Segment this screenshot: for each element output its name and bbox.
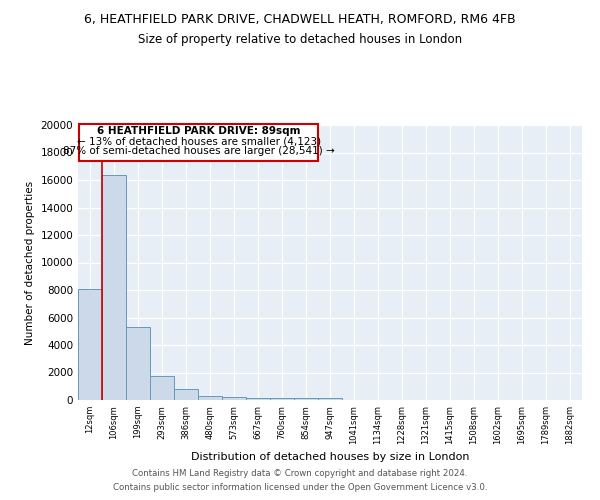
Bar (126, 327, 150, 400)
Text: ← 13% of detached houses are smaller (4,123): ← 13% of detached houses are smaller (4,… (77, 136, 320, 146)
Bar (102, 174, 126, 400)
Bar (246, 398, 270, 400)
Text: 6 HEATHFIELD PARK DRIVE: 89sqm: 6 HEATHFIELD PARK DRIVE: 89sqm (97, 126, 301, 136)
Bar (78, 290, 102, 400)
Bar (150, 376, 174, 400)
Y-axis label: Number of detached properties: Number of detached properties (25, 180, 35, 344)
Bar (174, 390, 198, 400)
Bar (318, 398, 342, 400)
Text: 6, HEATHFIELD PARK DRIVE, CHADWELL HEATH, ROMFORD, RM6 4FB: 6, HEATHFIELD PARK DRIVE, CHADWELL HEATH… (84, 12, 516, 26)
Text: Contains HM Land Registry data © Crown copyright and database right 2024.: Contains HM Land Registry data © Crown c… (132, 468, 468, 477)
Bar (294, 398, 318, 400)
Text: Size of property relative to detached houses in London: Size of property relative to detached ho… (138, 32, 462, 46)
Text: Contains public sector information licensed under the Open Government Licence v3: Contains public sector information licen… (113, 484, 487, 492)
FancyBboxPatch shape (79, 124, 318, 161)
Bar (198, 396, 222, 400)
X-axis label: Distribution of detached houses by size in London: Distribution of detached houses by size … (191, 452, 469, 462)
Bar (270, 398, 294, 400)
Text: 87% of semi-detached houses are larger (28,541) →: 87% of semi-detached houses are larger (… (63, 146, 334, 156)
Bar (222, 397, 246, 400)
